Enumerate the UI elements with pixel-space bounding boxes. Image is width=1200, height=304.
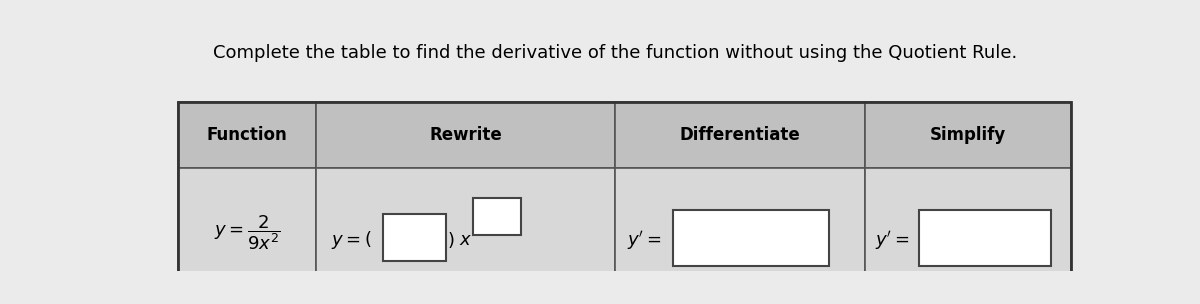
Bar [865,102,1070,168]
Bar [383,214,446,261]
Bar [616,168,865,304]
Text: Rewrite: Rewrite [430,126,503,144]
Text: $x$: $x$ [458,231,472,249]
Text: $y' =$: $y' =$ [626,229,661,252]
Text: Differentiate: Differentiate [680,126,800,144]
Bar [473,198,521,236]
Bar [317,168,616,304]
Text: Simplify: Simplify [930,126,1006,144]
Bar [673,210,829,266]
Text: $)$: $)$ [448,230,455,250]
Text: $y' =$: $y' =$ [875,229,910,252]
Text: Complete the table to find the derivative of the function without using the Quot: Complete the table to find the derivativ… [212,44,1018,62]
Text: $y = ($: $y = ($ [331,229,372,251]
Bar [865,168,1070,304]
Text: Function: Function [206,126,288,144]
Bar [616,102,865,168]
Bar [317,102,616,168]
Text: $y = \dfrac{2}{9x^2}$: $y = \dfrac{2}{9x^2}$ [214,214,281,253]
Bar [919,210,1051,266]
Bar [178,102,317,168]
Bar [178,168,317,304]
